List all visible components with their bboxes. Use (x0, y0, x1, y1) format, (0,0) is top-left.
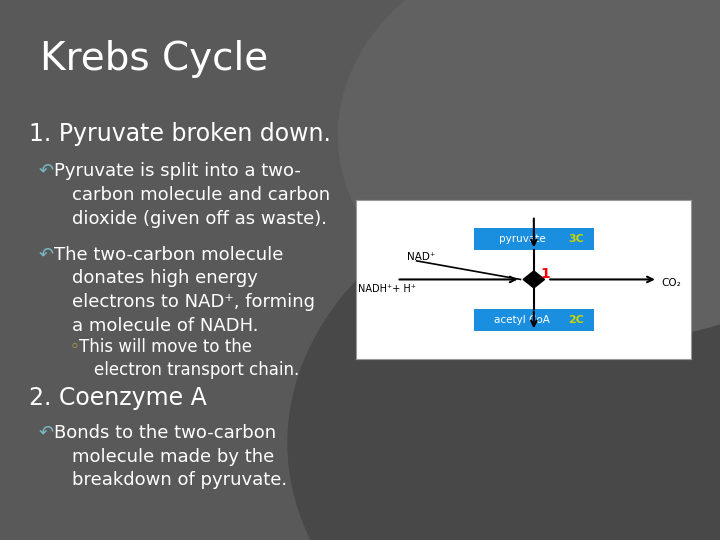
Text: Bonds to the two-carbon: Bonds to the two-carbon (54, 424, 276, 442)
Polygon shape (523, 271, 544, 288)
FancyBboxPatch shape (474, 228, 594, 250)
Text: ↶: ↶ (39, 246, 54, 264)
Circle shape (288, 162, 720, 540)
Text: NADH⁺+ H⁺: NADH⁺+ H⁺ (358, 284, 416, 294)
Text: pyruvate: pyruvate (499, 234, 546, 244)
Text: 3C: 3C (568, 234, 584, 244)
Text: electrons to NAD⁺, forming: electrons to NAD⁺, forming (72, 293, 315, 311)
Text: ↶: ↶ (39, 162, 54, 180)
FancyBboxPatch shape (474, 309, 594, 331)
Text: 1. Pyruvate broken down.: 1. Pyruvate broken down. (29, 122, 330, 145)
Text: dioxide (given off as waste).: dioxide (given off as waste). (72, 210, 327, 227)
Text: NAD⁺: NAD⁺ (407, 252, 435, 262)
Text: Pyruvate is split into a two-: Pyruvate is split into a two- (54, 162, 301, 180)
Text: ↶: ↶ (39, 424, 54, 442)
Text: 2. Coenzyme A: 2. Coenzyme A (29, 386, 207, 410)
Text: 2C: 2C (568, 315, 584, 325)
Text: a molecule of NADH.: a molecule of NADH. (72, 317, 258, 335)
Text: 1: 1 (541, 267, 550, 281)
Text: Krebs Cycle: Krebs Cycle (40, 40, 268, 78)
Text: CO₂: CO₂ (661, 279, 681, 288)
Text: carbon molecule and carbon: carbon molecule and carbon (72, 186, 330, 204)
Text: electron transport chain.: electron transport chain. (94, 361, 299, 379)
Text: acetyl CoA: acetyl CoA (494, 315, 550, 325)
Text: The two-carbon molecule: The two-carbon molecule (54, 246, 284, 264)
Text: ◦: ◦ (69, 338, 79, 355)
Text: donates high energy: donates high energy (72, 269, 258, 287)
Circle shape (338, 0, 720, 340)
Text: breakdown of pyruvate.: breakdown of pyruvate. (72, 471, 287, 489)
Text: This will move to the: This will move to the (79, 338, 252, 355)
Text: molecule made by the: molecule made by the (72, 448, 274, 465)
